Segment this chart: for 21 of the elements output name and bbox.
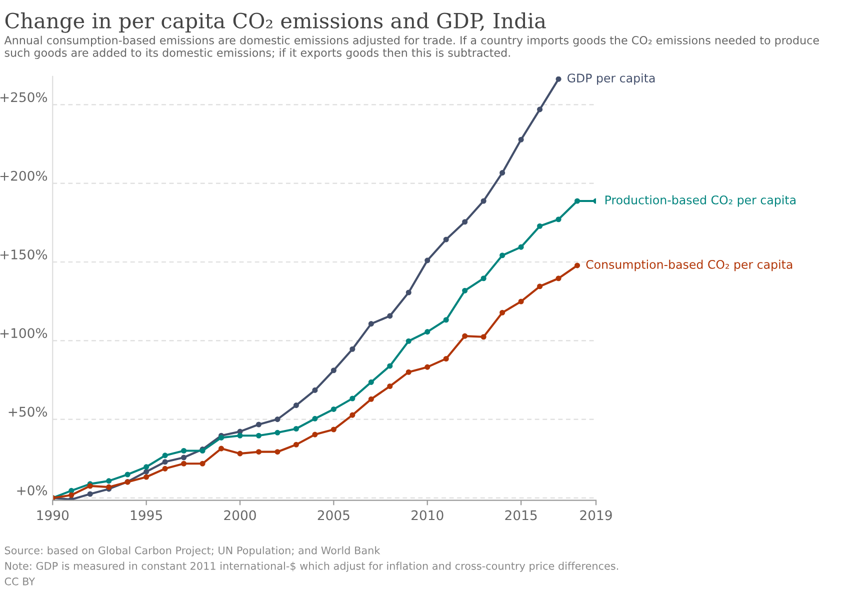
x-tick-label: 1995 — [130, 510, 162, 520]
x-tick-label: 2010 — [412, 510, 444, 520]
y-tick-label: +50% — [8, 406, 48, 417]
text: Note: GDP is measured in constant 2011 international-$ which adjust for inflation and cross-country price differences. — [5, 562, 618, 572]
y-tick-label: +200% — [0, 170, 48, 181]
y-tick-label: +0% — [17, 485, 48, 496]
x-tick-label: 2000 — [224, 510, 256, 520]
x-tick-label: 2015 — [505, 510, 537, 520]
x-tick-label: 2019 — [580, 510, 612, 520]
x-tick-label: 1990 — [37, 510, 69, 520]
chart-title: Change in per capita CO₂ emissions and GDP, India — [5, 12, 546, 33]
chart-subtitle: Annual consumption-based emissions are domestic emissions adjusted for trade. If a country imports goods the CO₂ emissions needed to produce such goods are added to its domestic emissions; if it exports goods then this is subtracted. — [4, 36, 819, 60]
series-label: Consumption-based CO₂ per capita — [586, 260, 792, 272]
source-note: Source: based on Global Carbon Project; UN Population; and World Bank — [4, 546, 380, 556]
series-label: GDP per capita — [568, 73, 655, 85]
y-tick-label: +150% — [0, 249, 48, 260]
y-tick-label: +250% — [0, 92, 48, 102]
y-tick-label: +100% — [0, 328, 48, 338]
text: CC BY — [4, 577, 36, 586]
x-tick-label: 2005 — [318, 510, 350, 520]
series-label: Production-based CO₂ per capita — [605, 195, 796, 207]
